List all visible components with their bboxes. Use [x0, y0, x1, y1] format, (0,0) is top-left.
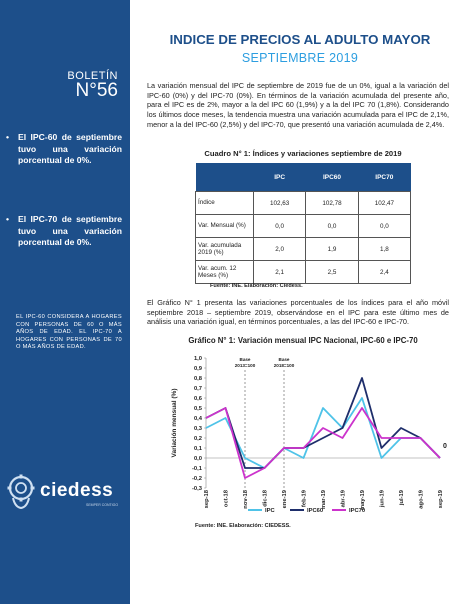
x-tick-label: sep-19 [438, 489, 444, 508]
table-cell: 102,63 [252, 191, 307, 215]
table-cell: 2,0 [252, 237, 307, 261]
legend-label-ipc70: IPC70 [349, 508, 365, 514]
y-tick-label: -0,3 [192, 486, 203, 492]
y-axis-label: Variación mensual (%) [171, 389, 178, 458]
base-annotation-label: Base [240, 357, 251, 362]
y-tick-label: 0,3 [194, 426, 203, 432]
chart-intro-paragraph: El Gráfico N° 1 presenta las variaciones… [147, 298, 449, 327]
table-row: Var. acumulada 2019 (%) 2,0 1,9 1,8 [195, 237, 412, 261]
base-annotation-label: Base [279, 357, 290, 362]
y-tick-label: 0,0 [194, 456, 202, 462]
y-tick-label: 0,9 [194, 366, 203, 372]
legend-label-ipc60: IPC60 [307, 508, 323, 514]
table-cell: 2,4 [357, 260, 412, 284]
boletin-number: N°56 [75, 80, 118, 101]
table-cell: 2,1 [252, 260, 307, 284]
y-tick-label: 0,4 [194, 416, 203, 422]
table-header-cell: IPC70 [358, 163, 411, 192]
table-source: Fuente: INE. Elaboración: Ciedess. [210, 283, 303, 289]
ciedess-logo: ciedess SEMPER CONTIGO [6, 474, 130, 514]
table-row: Var. Mensual (%) 0,0 0,0 0,0 [195, 214, 412, 238]
table-row: Índice 102,63 102,78 102,47 [195, 191, 412, 215]
x-tick-label: jul-19 [399, 489, 405, 506]
table-row-label: Var. acum. 12 Meses (%) [195, 260, 254, 284]
page-subtitle: SEPTIEMBRE 2019 [241, 51, 359, 65]
table-cell: 102,47 [357, 191, 412, 215]
chart-title: Gráfico N° 1: Variación mensual IPC Naci… [188, 336, 418, 345]
y-tick-label: -0,1 [192, 466, 203, 472]
y-tick-label: -0,2 [192, 476, 202, 482]
line-chart: -0,3 -0,2 -0,1 0,0 0,1 0,2 0,3 0,4 0,5 0,6 0,7 0,8 0… [171, 356, 447, 514]
y-tick-label: 0,7 [194, 386, 202, 392]
x-tick-label: nov-18 [243, 489, 249, 508]
base-annotation-value: 2018=100 [274, 363, 295, 368]
indices-table: IPC IPC60 IPC70 Índice 102,63 102,78 102… [195, 163, 412, 284]
page-title: INDICE DE PRECIOS AL ADULTO MAYOR [169, 32, 431, 47]
table-title: Cuadro N° 1: Índices y variaciones septi… [204, 149, 402, 158]
y-tick-label: 1,0 [194, 356, 202, 362]
base-annotation-value: 2013=100 [235, 363, 256, 368]
sidebar-bullet-ipc60: • El IPC-60 de septiembre tuvo una varia… [6, 132, 122, 167]
table-header-row: IPC IPC60 IPC70 [195, 163, 411, 192]
bullet-text: El IPC-70 de septiembre tuvo una variaci… [18, 214, 122, 247]
table-row: Var. acum. 12 Meses (%) 2,1 2,5 2,4 [195, 260, 412, 284]
y-tick-label: 0,6 [194, 396, 203, 402]
chart-source: Fuente: INE. Elaboración: CIEDESS. [195, 523, 291, 529]
series-line-ipc70 [205, 407, 441, 479]
x-tick-label: abr-19 [341, 489, 347, 507]
table-cell: 1,9 [305, 237, 359, 261]
table-cell: 2,5 [305, 260, 359, 284]
x-tick-label: oct-18 [224, 489, 230, 507]
x-tick-label: ene-19 [282, 489, 288, 508]
table-cell: 102,78 [305, 191, 359, 215]
bullet-dot-icon: • [6, 132, 10, 142]
table-row-label: Var. acumulada 2019 (%) [195, 237, 254, 261]
intro-paragraph: La variación mensual del IPC de septiemb… [147, 81, 449, 129]
table-cell: 1,8 [357, 237, 412, 261]
y-tick-label: 0,5 [194, 406, 203, 412]
table-header-cell: IPC [253, 163, 306, 192]
logo-tagline: SEMPER CONTIGO [86, 503, 119, 507]
table-cell: 0,0 [357, 214, 412, 238]
table-header-cell [195, 163, 254, 192]
x-tick-label: sep-18 [204, 489, 210, 508]
table-cell: 0,0 [305, 214, 359, 238]
x-tick-label: dic-18 [263, 489, 269, 507]
logo-wordmark: ciedess [40, 480, 114, 501]
table-row-label: Var. Mensual (%) [195, 214, 254, 238]
x-tick-label: mar-19 [321, 489, 327, 509]
bullet-dot-icon: • [6, 214, 10, 224]
head-gear-icon [7, 474, 35, 510]
sidebar-bullet-ipc70: • El IPC-70 de septiembre tuvo una varia… [6, 214, 122, 249]
y-tick-label: 0,1 [194, 446, 203, 452]
x-tick-label: feb-19 [302, 489, 308, 507]
table-cell: 0,0 [252, 214, 307, 238]
series-line-ipc60 [205, 377, 441, 469]
sidebar: BOLETÍN N°56 • El IPC-60 de septiembre t… [0, 0, 130, 604]
y-tick-label: 0,2 [194, 436, 202, 442]
legend-label-ipc: IPC [265, 508, 275, 514]
y-tick-label: 0,8 [194, 376, 203, 382]
table-row-label: Índice [195, 191, 254, 215]
boletin-label: BOLETÍN [67, 70, 118, 82]
bullet-text: El IPC-60 de septiembre tuvo una variaci… [18, 132, 122, 165]
x-tick-label: may-19 [360, 489, 366, 510]
sidebar-note: EL IPC-60 CONSIDERA A HOGARES CON PERSON… [16, 314, 122, 351]
x-tick-label: jun-19 [380, 489, 386, 508]
end-value-label: 0 [443, 443, 447, 450]
table-header-cell: IPC60 [305, 163, 359, 192]
x-tick-label: ago-19 [419, 489, 425, 508]
